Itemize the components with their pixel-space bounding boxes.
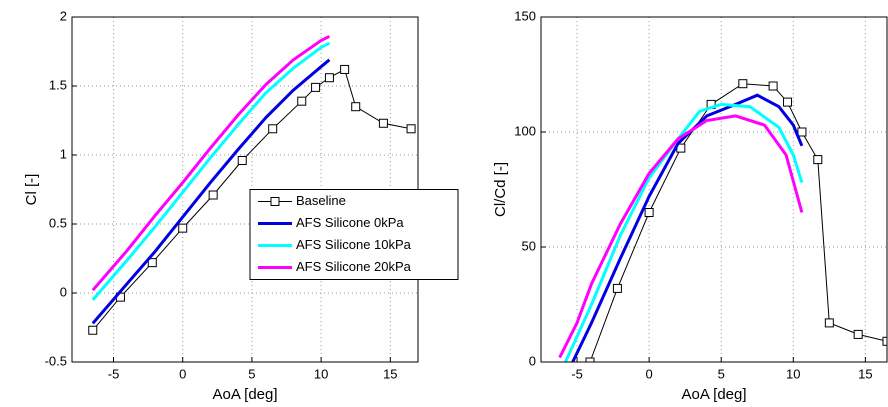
series-line (558, 114, 804, 359)
y-tick-label: 0 (529, 353, 536, 368)
legend-marker (270, 197, 280, 206)
data-point (147, 258, 157, 268)
legend-label: Baseline (296, 193, 346, 208)
legend: Baseline AFS Silicone 0kPa AFS Silicone 10… (249, 189, 459, 280)
data-point (585, 357, 595, 362)
legend-label: AFS Silicone 20kPa (296, 259, 412, 274)
legend-box (249, 189, 459, 280)
series-line (92, 68, 412, 331)
series-group (558, 79, 887, 362)
data-point (208, 190, 218, 200)
data-point (612, 283, 622, 293)
x-axis-label: AoA [deg] (212, 386, 277, 403)
data-point (853, 329, 863, 339)
axes-frame (540, 16, 888, 363)
series-group (88, 34, 416, 335)
data-point (797, 127, 807, 137)
x-tick-label: 10 (786, 366, 800, 381)
data-point (311, 82, 321, 92)
data-point (882, 336, 887, 346)
x-tick-label: 0 (179, 366, 186, 381)
x-tick-label: -5 (571, 366, 583, 381)
data-point (324, 73, 334, 83)
data-point (738, 79, 748, 89)
y-tick-label: 1.5 (49, 77, 67, 92)
series-line (571, 93, 804, 362)
series-line (91, 41, 331, 301)
legend-label: AFS Silicone 0kPa (296, 215, 404, 230)
y-tick-label: 100 (514, 123, 536, 138)
y-tick-label: 0 (60, 284, 67, 299)
x-tick-label: 5 (248, 366, 255, 381)
series-line (91, 58, 331, 325)
data-point (783, 97, 793, 107)
data-point (768, 81, 778, 91)
x-tick-label: 15 (383, 366, 397, 381)
x-tick-label: 10 (314, 366, 328, 381)
data-point (268, 124, 278, 134)
data-point (406, 124, 416, 134)
axes-background (541, 17, 887, 362)
series-line (91, 34, 331, 292)
y-axis-label: Cl [-] (23, 174, 40, 206)
data-point (351, 102, 361, 112)
data-point (178, 223, 188, 233)
y-tick-label: 50 (522, 238, 536, 253)
x-tick-label: 5 (718, 366, 725, 381)
x-tick-label: -5 (108, 366, 120, 381)
legend-label: AFS Silicone 10kPa (296, 237, 412, 252)
data-point (644, 208, 654, 217)
data-point (378, 118, 388, 128)
data-point (824, 318, 834, 328)
y-tick-label: 0.5 (49, 215, 67, 230)
data-point (340, 64, 350, 74)
data-point (297, 96, 307, 106)
x-tick-label: 0 (646, 366, 653, 381)
y-tick-label: 2 (60, 8, 67, 23)
y-tick-label: -0.5 (45, 353, 67, 368)
y-tick-label: 150 (514, 8, 536, 23)
data-point (88, 325, 98, 335)
series-line (564, 102, 804, 362)
data-point (813, 155, 823, 165)
y-tick-label: 1 (60, 146, 67, 161)
x-axis-label: AoA [deg] (681, 386, 746, 403)
x-tick-label: 15 (858, 366, 872, 381)
y-axis-label: Cl/Cd [-] (492, 162, 509, 217)
data-point (237, 156, 247, 166)
